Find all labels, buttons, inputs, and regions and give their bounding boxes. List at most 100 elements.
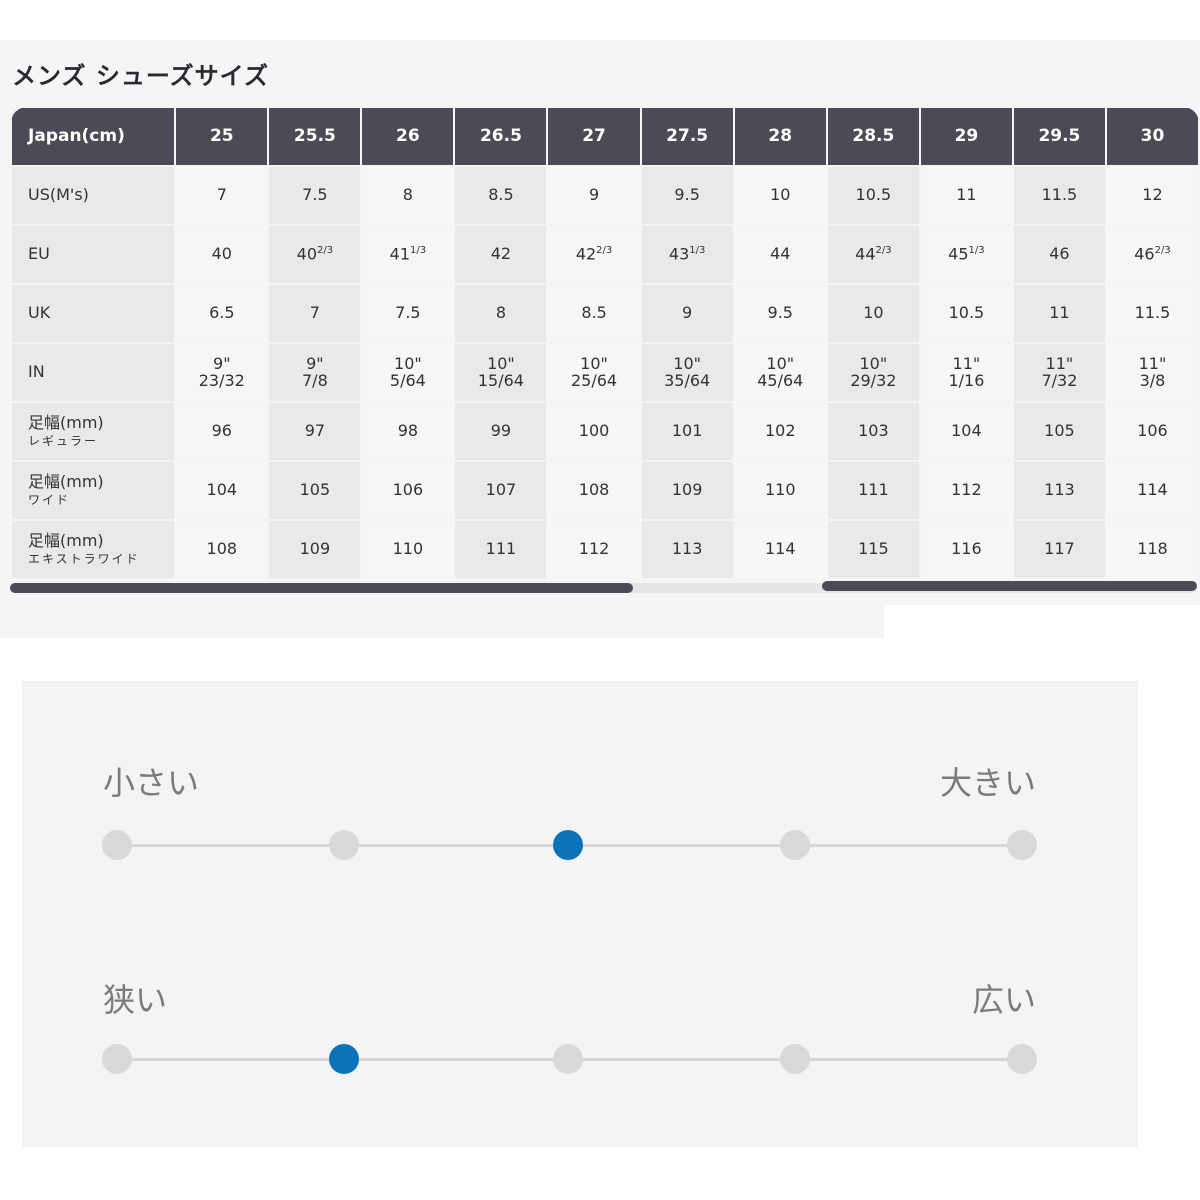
slider-dot[interactable] — [102, 1044, 132, 1074]
table-cell: 113 — [1011, 460, 1107, 521]
table-cell: 8 — [453, 283, 549, 344]
slider-dot[interactable] — [1007, 1044, 1037, 1074]
table-cell: 46 — [1011, 224, 1107, 285]
width-right-label: 広い — [971, 981, 1036, 1019]
table-cell: 6.5 — [174, 283, 270, 344]
table-cell: 99 — [453, 401, 549, 462]
table-cell: 109 — [639, 460, 735, 521]
page-title: メンズ シューズサイズ — [12, 62, 269, 90]
table-cell: 111 — [453, 519, 549, 580]
slider-dot[interactable] — [329, 830, 359, 860]
table-cell: 451/3 — [918, 224, 1014, 285]
table-cell: 102 — [732, 401, 828, 462]
header-size-cell: 25 — [174, 106, 270, 167]
table-cell: 11 — [1011, 283, 1107, 344]
table-cell: 110 — [732, 460, 828, 521]
table-row: US(M's) 7 7.5 8 8.5 9 9.5 10 10.5 11 11.5 12 — [9, 165, 1200, 226]
row-label-sub: エキストラワイド — [28, 552, 140, 567]
table-cell: 42 — [453, 224, 549, 285]
header-size-cell: 27.5 — [639, 106, 735, 167]
row-label: 足幅(mm) レギュラー — [9, 401, 177, 462]
slider-selected-dot[interactable] — [329, 1044, 359, 1074]
table-cell: 101 — [639, 401, 735, 462]
size-table: Japan(cm) 25 25.5 26 26.5 27 27.5 28 28.5 29 29.5 3… — [9, 106, 1200, 580]
slider-dot[interactable] — [1007, 830, 1037, 860]
header-size-cell: 27 — [546, 106, 642, 167]
table-cell: 118 — [1104, 519, 1200, 580]
table-cell: 10" 45/64 — [732, 342, 828, 403]
table-cell: 104 — [174, 460, 270, 521]
table-cell: 113 — [639, 519, 735, 580]
header-size-cell: 28.5 — [825, 106, 921, 167]
horizontal-scrollbar-segment — [822, 581, 1197, 591]
table-row: 足幅(mm) ワイド 104 105 106 107 108 109 110 111 112 113 1… — [9, 460, 1200, 521]
table-cell: 111 — [825, 460, 921, 521]
header-size-cell: 29.5 — [1011, 106, 1107, 167]
table-cell: 9 — [546, 165, 642, 226]
table-cell: 97 — [267, 401, 363, 462]
table-cell: 411/3 — [360, 224, 456, 285]
horizontal-scrollbar-thumb[interactable] — [10, 583, 633, 593]
table-cell: 110 — [360, 519, 456, 580]
table-cell: 9" 7/8 — [267, 342, 363, 403]
table-cell: 105 — [1011, 401, 1107, 462]
length-left-label: 小さい — [103, 764, 200, 802]
header-size-cell: 26 — [360, 106, 456, 167]
row-label-sub: ワイド — [28, 493, 71, 508]
table-cell: 103 — [825, 401, 921, 462]
table-cell: 431/3 — [639, 224, 735, 285]
table-cell: 442/3 — [825, 224, 921, 285]
table-cell: 11.5 — [1011, 165, 1107, 226]
table-cell: 10" 35/64 — [639, 342, 735, 403]
row-label-text: US(M's) — [28, 185, 89, 205]
table-cell: 114 — [1104, 460, 1200, 521]
header-size-cell: 28 — [732, 106, 828, 167]
table-cell: 10.5 — [918, 283, 1014, 344]
table-cell: 108 — [546, 460, 642, 521]
table-cell: 106 — [1104, 401, 1200, 462]
header-size-cell: 26.5 — [453, 106, 549, 167]
header-size-cell: 25.5 — [267, 106, 363, 167]
table-cell: 9.5 — [732, 283, 828, 344]
slider-dot[interactable] — [780, 830, 810, 860]
table-cell: 8.5 — [546, 283, 642, 344]
table-cell: 12 — [1104, 165, 1200, 226]
table-cell: 11 — [918, 165, 1014, 226]
slider-dot[interactable] — [102, 830, 132, 860]
header-label: Japan(cm) — [9, 106, 177, 167]
fit-panel — [22, 681, 1138, 1147]
table-cell: 114 — [732, 519, 828, 580]
table-cell: 105 — [267, 460, 363, 521]
table-cell: 11" 7/32 — [1011, 342, 1107, 403]
table-cell: 7 — [267, 283, 363, 344]
table-cell: 10" 15/64 — [453, 342, 549, 403]
table-cell: 11.5 — [1104, 283, 1200, 344]
slider-dot[interactable] — [553, 1044, 583, 1074]
table-cell: 109 — [267, 519, 363, 580]
table-cell: 8 — [360, 165, 456, 226]
slider-dot[interactable] — [780, 1044, 810, 1074]
table-cell: 9" 23/32 — [174, 342, 270, 403]
table-row: 足幅(mm) レギュラー 96 97 98 99 100 101 102 103 104 105 106 — [9, 401, 1200, 462]
row-label: EU — [9, 224, 177, 285]
slider-selected-dot[interactable] — [553, 830, 583, 860]
table-row: EU 40 402/3 411/3 42 422/3 431/3 44 442/3 451/3 46… — [9, 224, 1200, 285]
table-cell: 112 — [546, 519, 642, 580]
table-cell: 11" 1/16 — [918, 342, 1014, 403]
table-cell: 44 — [732, 224, 828, 285]
table-cell: 9 — [639, 283, 735, 344]
header-size-cell: 30 — [1104, 106, 1200, 167]
row-label-sub: レギュラー — [28, 434, 99, 449]
table-cell: 104 — [918, 401, 1014, 462]
table-cell: 107 — [453, 460, 549, 521]
row-label: 足幅(mm) エキストラワイド — [9, 519, 177, 580]
table-cell: 462/3 — [1104, 224, 1200, 285]
table-cell: 115 — [825, 519, 921, 580]
row-label-text: 足幅(mm) — [28, 472, 104, 492]
row-label-text: 足幅(mm) — [28, 413, 104, 433]
table-header-row: Japan(cm) 25 25.5 26 26.5 27 27.5 28 28.5 29 29.5 3… — [9, 106, 1200, 167]
table-cell: 96 — [174, 401, 270, 462]
table-row: UK 6.5 7 7.5 8 8.5 9 9.5 10 10.5 11 11.5 — [9, 283, 1200, 344]
row-label: IN — [9, 342, 177, 403]
table-cell: 422/3 — [546, 224, 642, 285]
